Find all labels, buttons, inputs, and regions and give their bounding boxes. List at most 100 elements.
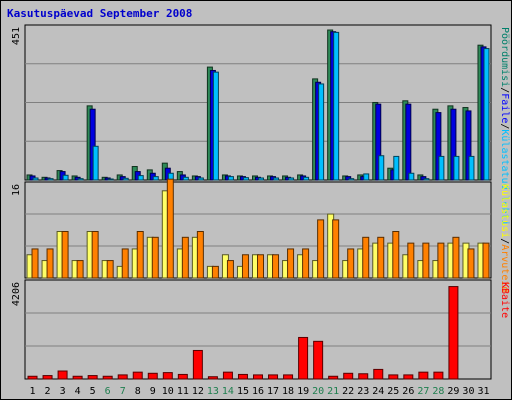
series-legend: Pöördumisi/Faile/Külastatud lehtiKülastu… — [499, 27, 510, 318]
x-tick-label-day-19: 19 — [297, 386, 309, 397]
bar-bottom-s0-d29 — [448, 286, 459, 380]
bar-bottom-s0-d13 — [207, 376, 218, 380]
x-tick-label-day-20: 20 — [312, 386, 324, 397]
bar-bottom-s0-d5 — [87, 375, 98, 380]
bar-top-s2-d31 — [483, 48, 490, 181]
bar-middle-s1-d22 — [347, 248, 355, 279]
bar-bottom-s0-d11 — [177, 373, 188, 380]
bar-bottom-s0-d8 — [132, 371, 143, 380]
x-tick-label-day-1: 1 — [30, 386, 36, 397]
x-tick-label-day-5: 5 — [90, 386, 96, 397]
x-axis-labels: 1 2 3 4 5 6 7 8 9 10 11 12 13 14 15 16 17 18 19 20 21 22 23 24 2… — [30, 386, 490, 397]
bar-top-s2-d19 — [303, 176, 310, 181]
legend-label-top-0: Pöördumisi — [499, 27, 510, 87]
bar-bottom-s0-d17 — [268, 374, 279, 380]
bar-bottom-s0-d10 — [162, 372, 173, 380]
bar-middle-s1-d27 — [422, 242, 430, 279]
x-tick-label-day-10: 10 — [162, 386, 174, 397]
x-tick-label-day-6: 6 — [105, 386, 111, 397]
legend-bottom: KBaite — [499, 282, 510, 318]
bar-top-s2-d30 — [468, 155, 475, 181]
bar-bottom-s0-d27 — [418, 371, 429, 380]
bar-middle-s1-d4 — [76, 260, 84, 279]
bar-middle-s1-d9 — [151, 236, 159, 279]
panel-bottom: 4206 — [11, 279, 492, 380]
bar-middle-s1-d3 — [61, 231, 69, 279]
bar-top-s2-d23 — [363, 173, 370, 181]
x-tick-label-day-30: 30 — [462, 386, 474, 397]
legend-label-top-2: Faile — [499, 93, 510, 123]
bar-bottom-s0-d7 — [117, 374, 128, 380]
bar-bottom-s0-d24 — [373, 368, 384, 380]
bar-bottom-s0-d23 — [358, 373, 369, 380]
bar-middle-s1-d23 — [362, 236, 370, 279]
bar-top-s2-d2 — [47, 178, 54, 181]
bar-middle-s1-d29 — [452, 236, 460, 279]
legend-middle: Külastusi/Arvuteid — [499, 184, 510, 292]
legend-label-top-1: / — [499, 87, 510, 93]
plot-area — [24, 279, 492, 380]
bar-bottom-s0-d16 — [253, 374, 263, 380]
bar-top-s1-d26 — [405, 103, 412, 181]
bar-top-s2-d6 — [107, 178, 114, 181]
chart-title: Kasutuspäevad September 2008 — [7, 7, 192, 20]
bar-bottom-s0-d4 — [72, 375, 83, 380]
legend-label-top-4: Külastatud lehti — [499, 129, 510, 225]
bar-top-s2-d27 — [423, 178, 430, 181]
legend-label-bottom-0: KBaite — [499, 282, 510, 318]
bar-top-s2-d11 — [182, 176, 189, 181]
bar-bottom-s0-d15 — [237, 373, 248, 380]
bar-bottom-s0-d2 — [42, 375, 53, 380]
x-tick-label-day-16: 16 — [252, 386, 264, 397]
legend-top: Pöördumisi/Faile/Külastatud lehti — [499, 27, 510, 226]
bar-middle-s1-d25 — [392, 231, 400, 279]
bar-middle-s1-d28 — [437, 242, 445, 279]
bar-bottom-s0-d3 — [57, 370, 68, 380]
bar-middle-s1-d30 — [467, 248, 475, 279]
bar-bottom-s0-d1 — [27, 375, 38, 380]
bar-middle-s1-d15 — [241, 254, 249, 279]
x-tick-label-day-4: 4 — [75, 386, 81, 397]
bar-middle-s1-d24 — [377, 236, 385, 279]
bar-middle-s1-d26 — [407, 242, 415, 279]
bar-top-s2-d15 — [242, 177, 249, 181]
bar-middle-s1-d2 — [46, 248, 54, 279]
bar-top-s2-d24 — [378, 155, 385, 181]
x-tick-label-day-3: 3 — [60, 386, 66, 397]
bar-bottom-s0-d14 — [222, 371, 233, 380]
x-tick-label-day-29: 29 — [447, 386, 459, 397]
x-tick-label-day-14: 14 — [222, 386, 234, 397]
bar-bottom-s0-d21 — [328, 375, 339, 380]
bar-middle-s1-d16 — [257, 254, 264, 279]
bar-top-s2-d22 — [348, 178, 355, 181]
x-tick-label-day-26: 26 — [402, 386, 414, 397]
bar-bottom-s0-d26 — [403, 374, 414, 380]
bar-middle-s1-d8 — [136, 231, 144, 279]
bar-middle-s1-d18 — [287, 248, 295, 279]
x-tick-label-day-15: 15 — [237, 386, 249, 397]
bar-top-s2-d21 — [333, 31, 340, 181]
bar-top-s2-d4 — [77, 178, 84, 181]
bar-bottom-s0-d22 — [343, 372, 354, 380]
x-tick-label-day-11: 11 — [177, 386, 189, 397]
x-tick-label-day-17: 17 — [267, 386, 279, 397]
x-tick-label-day-28: 28 — [432, 386, 444, 397]
bar-middle-s1-d20 — [317, 219, 325, 279]
x-tick-label-day-27: 27 — [417, 386, 429, 397]
x-tick-label-day-21: 21 — [327, 386, 339, 397]
bar-middle-s1-d6 — [106, 260, 114, 279]
y-max-label: 451 — [11, 27, 22, 45]
bar-bottom-s0-d12 — [192, 349, 203, 380]
x-tick-label-day-25: 25 — [387, 386, 399, 397]
x-tick-label-day-13: 13 — [207, 386, 219, 397]
bar-top-s2-d28 — [438, 155, 445, 181]
bar-middle-s1-d10 — [166, 178, 174, 279]
bar-top-s2-d1 — [32, 177, 39, 181]
bar-top-s2-d25 — [393, 155, 400, 181]
bar-middle-s1-d13 — [211, 265, 219, 279]
bar-middle-s1-d21 — [332, 219, 340, 279]
x-tick-label-day-24: 24 — [372, 386, 384, 397]
legend-label-middle-0: Külastusi — [499, 184, 510, 238]
